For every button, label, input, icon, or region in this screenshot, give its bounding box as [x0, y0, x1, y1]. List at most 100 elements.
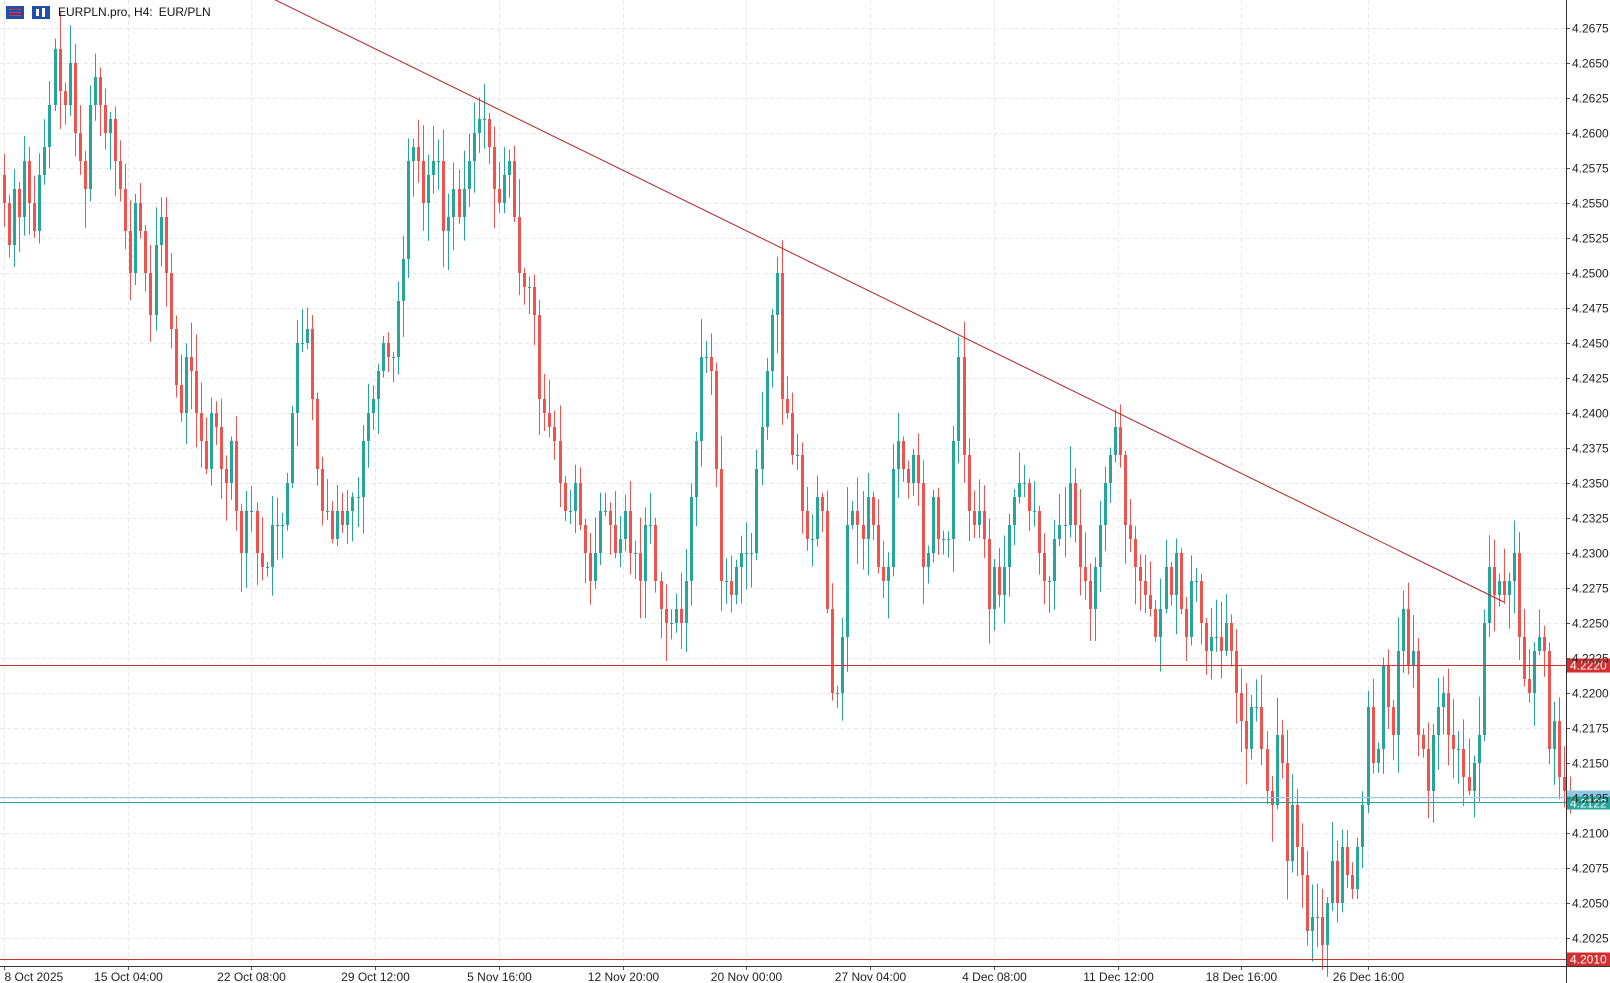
candle-body [139, 203, 142, 231]
candle-body [382, 343, 385, 371]
time-tick-label: 20 Nov 00:00 [711, 970, 783, 983]
candle-body [1094, 567, 1097, 609]
candle-body [1159, 609, 1162, 637]
candle-body [447, 217, 450, 231]
list-icon[interactable] [6, 5, 24, 19]
price-tick-label: 4.2425 [1572, 372, 1609, 386]
candle-body [205, 441, 208, 469]
candle-body [412, 147, 415, 161]
candlestick-icon[interactable] [32, 5, 50, 19]
candle-body [134, 203, 137, 273]
candle-body [735, 567, 738, 595]
time-tick-label: 11 Dec 12:00 [1083, 970, 1154, 983]
candle-body [210, 413, 213, 469]
candle-body [1074, 483, 1077, 525]
candle-body [745, 553, 748, 554]
candle-body [897, 441, 900, 469]
price-tick-label: 4.2400 [1572, 407, 1609, 421]
candle-body [1109, 455, 1112, 483]
candle-body [94, 77, 97, 105]
candle-body [675, 609, 678, 623]
candle-body [993, 567, 996, 609]
candle-body [594, 553, 597, 581]
candle-body [806, 511, 809, 539]
candle-body [1462, 749, 1465, 777]
candle-body [89, 105, 92, 189]
candle-body [64, 91, 67, 105]
candle-body [932, 497, 935, 553]
candle-body [468, 161, 471, 189]
candle-body [998, 567, 1001, 595]
candle-body [160, 217, 163, 245]
candle-body [316, 399, 319, 469]
candle-body [13, 189, 16, 245]
candle-body [437, 161, 440, 162]
candle-body [245, 511, 248, 553]
candle-body [432, 161, 435, 175]
price-tick-label: 4.2125 [1572, 792, 1609, 806]
candle-body [604, 511, 607, 512]
candle-body [155, 245, 158, 315]
candle-body [18, 189, 21, 217]
candle-body [589, 553, 592, 581]
candle-body [341, 511, 344, 525]
candle-body [372, 399, 375, 413]
candle-body [831, 609, 834, 693]
candle-body [256, 511, 259, 553]
candle-body [165, 217, 168, 273]
price-tick-label: 4.2625 [1572, 92, 1609, 106]
candle-body [69, 63, 72, 105]
candle-body [1119, 427, 1122, 455]
candle-body [639, 553, 642, 581]
candle-body [826, 511, 829, 609]
price-tick-label: 4.2225 [1572, 652, 1609, 666]
candle-body [1528, 679, 1531, 693]
time-tick-label: 22 Oct 08:00 [217, 970, 286, 983]
candle-body [670, 623, 673, 624]
candle-body [240, 511, 243, 553]
candle-body [1558, 721, 1561, 777]
candle-body [367, 413, 370, 441]
candle-body [1008, 525, 1011, 567]
candle-body [821, 497, 824, 511]
candle-body [483, 119, 486, 120]
candle-body [750, 553, 753, 554]
candle-body [59, 49, 62, 91]
candle-body [149, 273, 152, 315]
candle-body [983, 511, 986, 539]
candle-body [1427, 749, 1430, 791]
candle-body [1548, 651, 1551, 749]
candlestick-series [3, 11, 1572, 977]
candle-body [392, 357, 395, 358]
time-tick-label: 27 Nov 04:00 [835, 970, 907, 983]
candle-body [877, 525, 880, 567]
candle-body [33, 203, 36, 231]
candle-body [377, 371, 380, 399]
candle-body [1326, 903, 1329, 945]
candle-body [1064, 525, 1067, 526]
candle-body [1296, 805, 1299, 847]
candle-body [1336, 861, 1339, 903]
candle-body [99, 77, 102, 105]
candle-body [1367, 707, 1370, 805]
candle-body [968, 455, 971, 511]
candle-body [730, 581, 733, 595]
time-tick-label: 5 Nov 16:00 [467, 970, 532, 983]
current-price-tag [1567, 796, 1610, 810]
candle-body [185, 357, 188, 413]
candle-body [1165, 567, 1168, 609]
descending-trendline [274, 0, 1505, 603]
candle-body [1321, 917, 1324, 945]
candle-body [907, 469, 910, 483]
candle-body [553, 427, 556, 441]
candle-body [442, 161, 445, 231]
candle-body [1286, 763, 1289, 861]
level-price-tag [1567, 658, 1610, 673]
candle-body [357, 497, 360, 498]
candle-body [973, 511, 976, 525]
candle-body [397, 301, 400, 357]
candle-body [1473, 763, 1476, 791]
candle-body [710, 357, 713, 371]
